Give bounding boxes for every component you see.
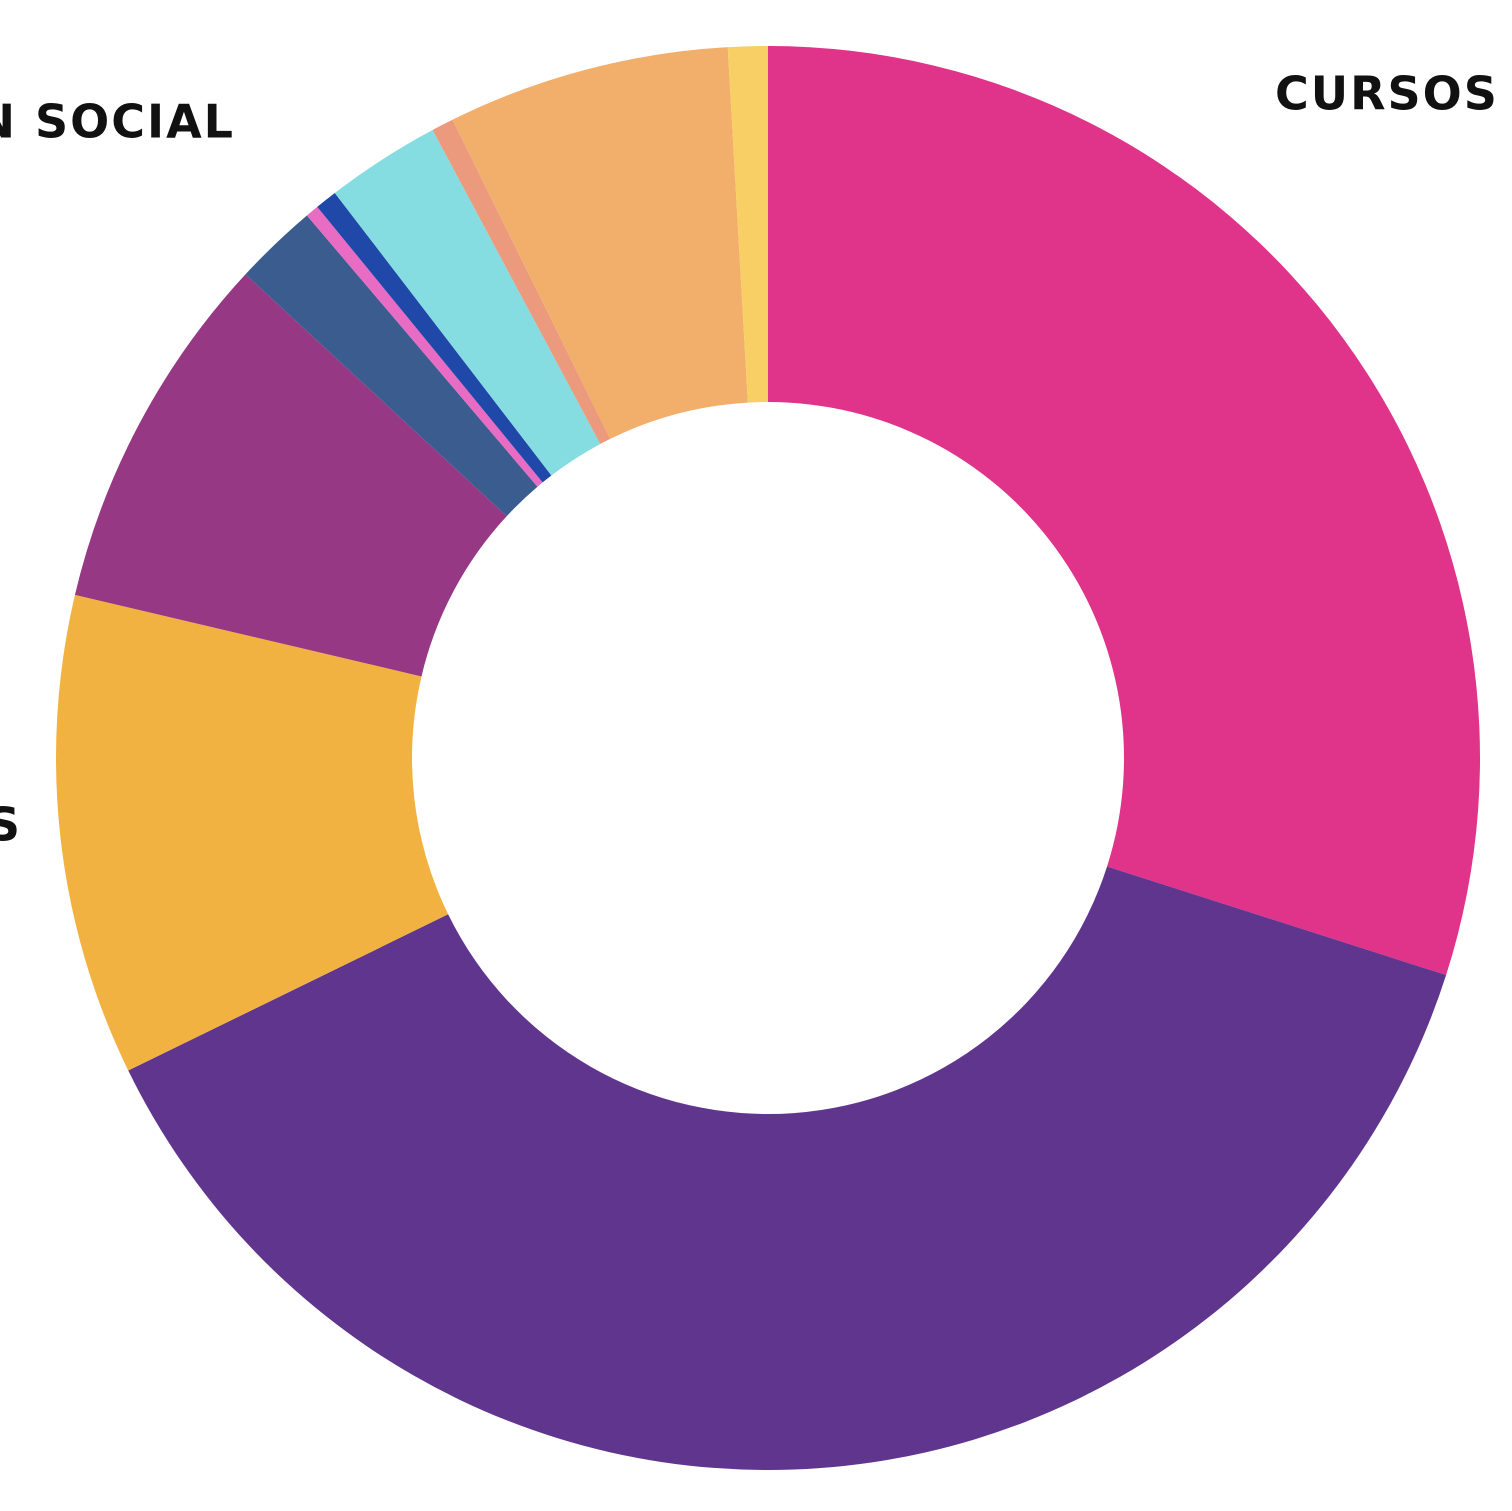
donut-slice: [317, 192, 552, 483]
slice-label: S: [0, 798, 22, 852]
donut-slice: [245, 215, 538, 517]
donut-slice: [432, 119, 611, 444]
donut-slice: [334, 129, 601, 476]
slice-label: N SOCIAL: [0, 95, 235, 149]
donut-slice: [128, 866, 1447, 1471]
slice-label: CURSOS U: [1275, 67, 1512, 121]
donut-slice: [55, 594, 449, 1071]
donut-slice: [768, 46, 1480, 976]
donut-slice: [306, 206, 543, 487]
donut-slice: [452, 47, 748, 439]
donut-slice: [727, 46, 768, 403]
donut-slice: [74, 274, 507, 677]
